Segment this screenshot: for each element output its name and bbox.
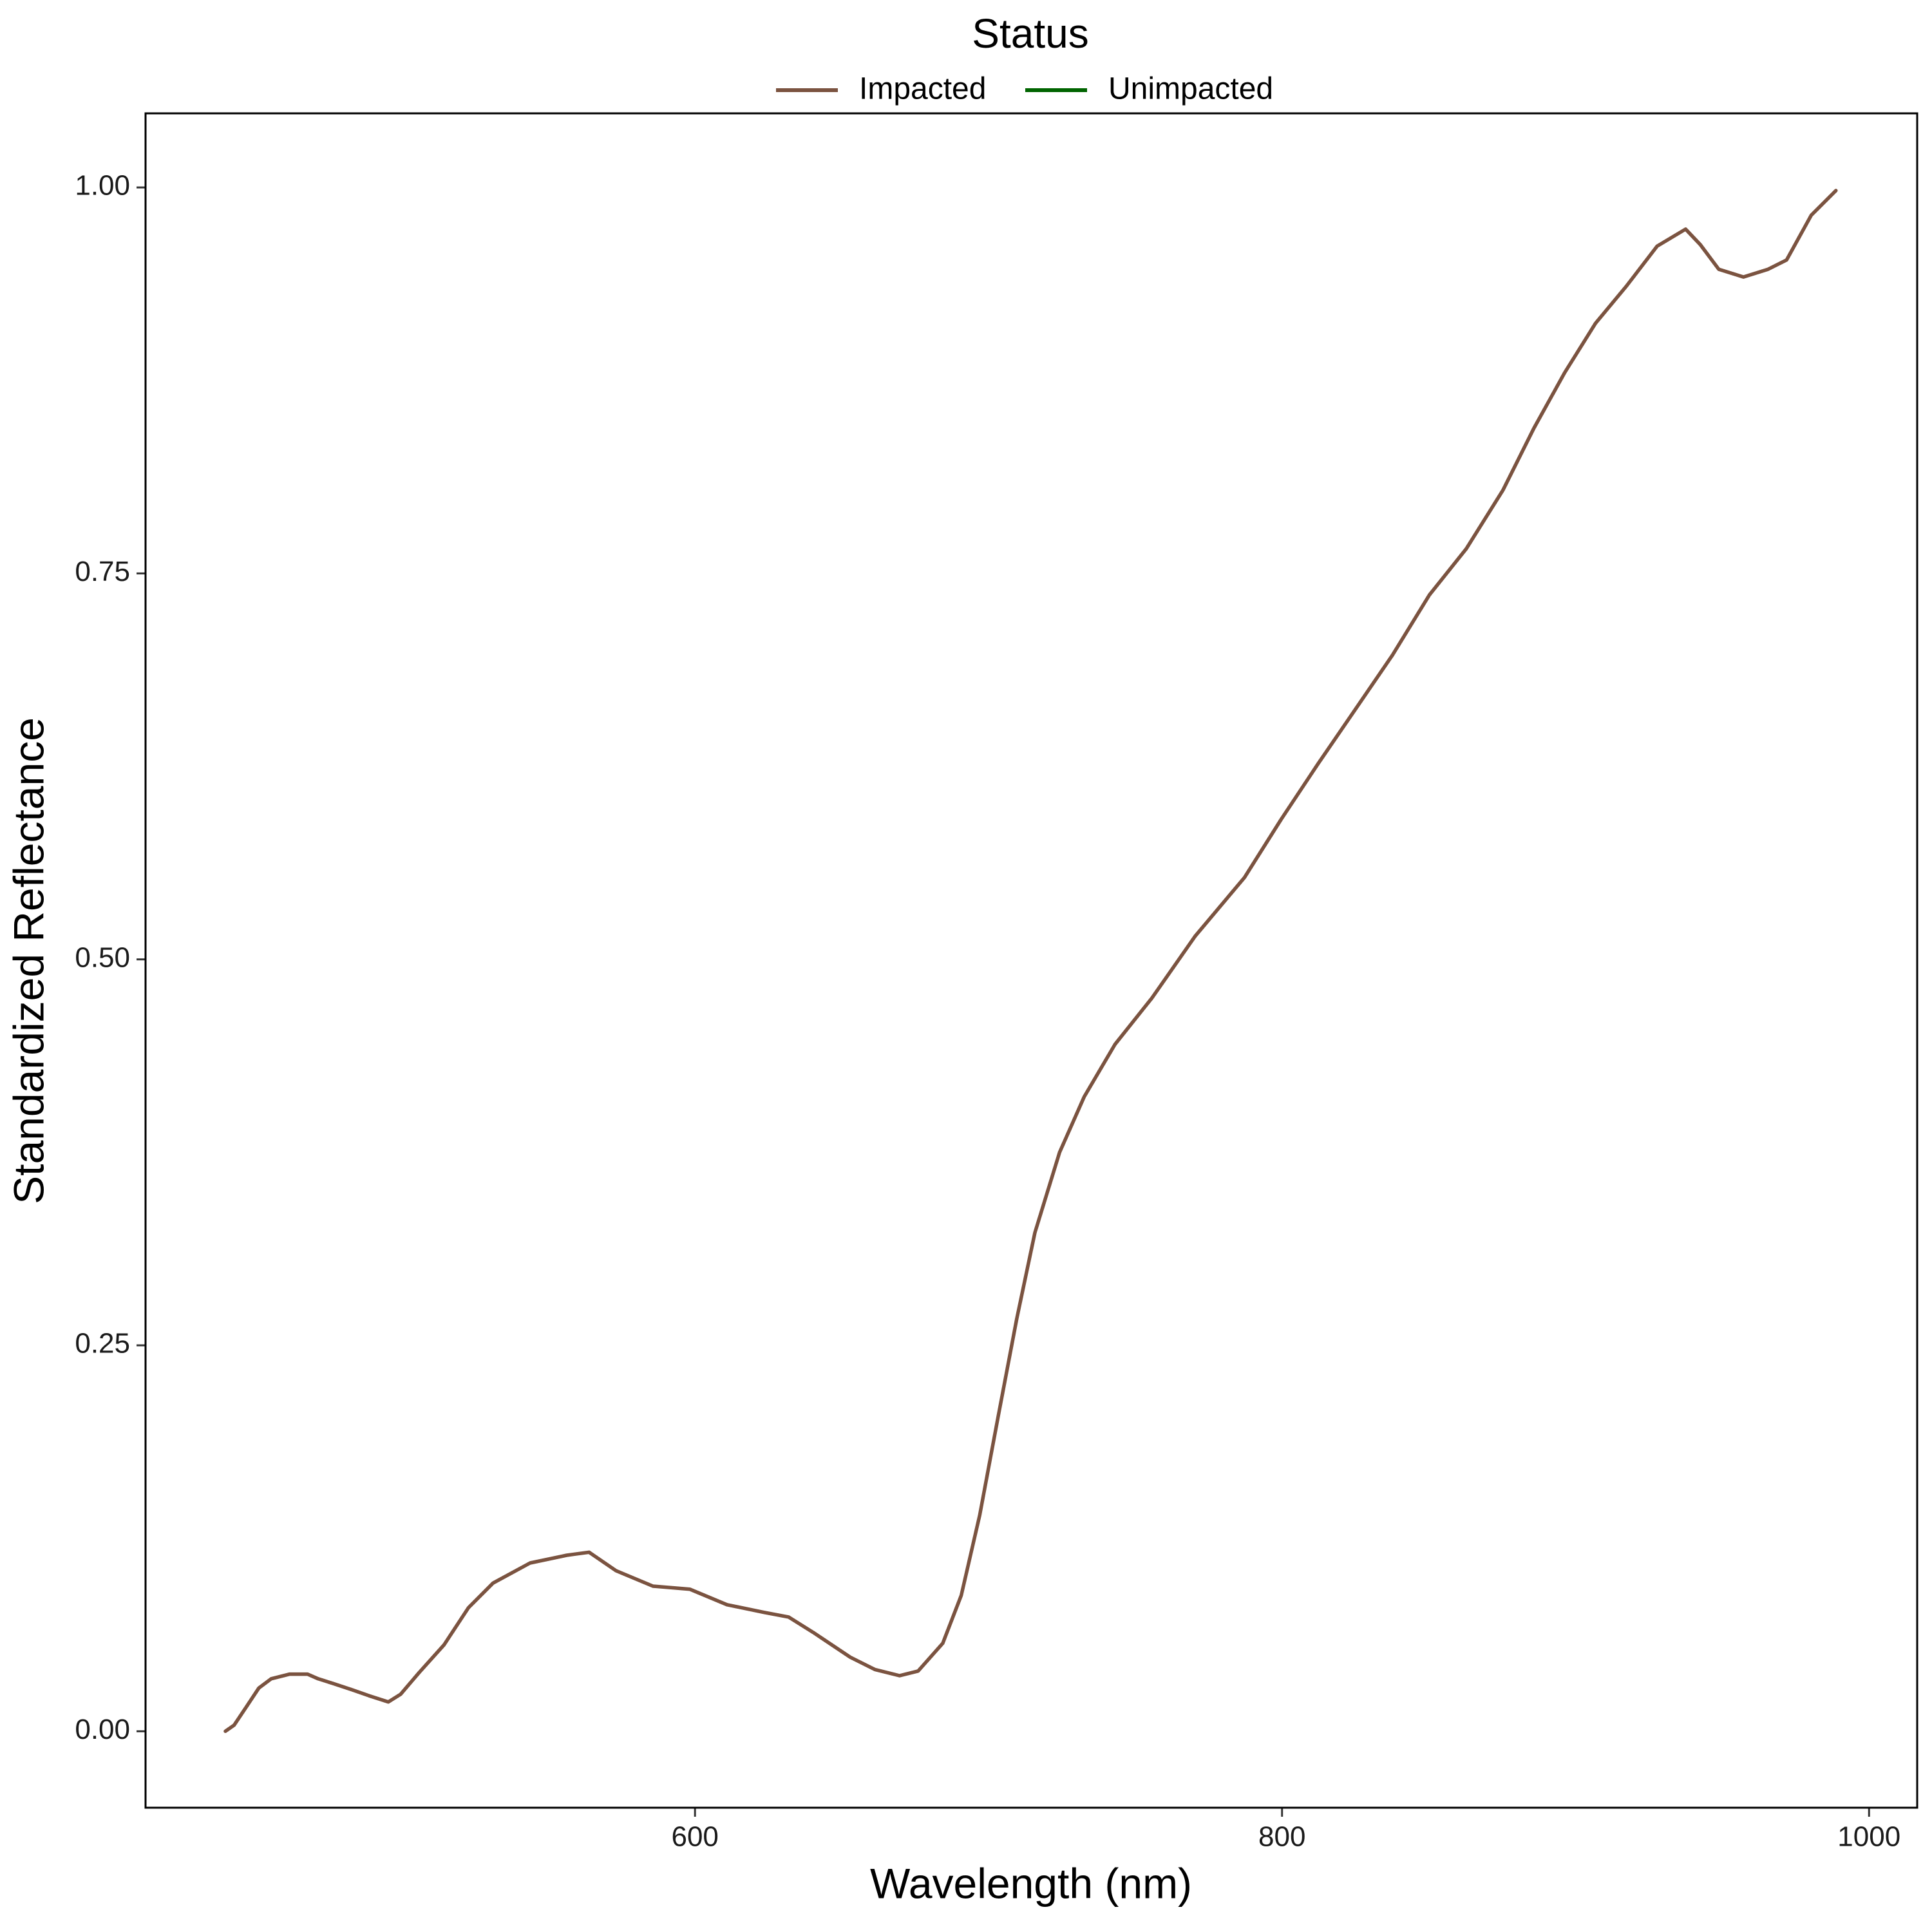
x-tick-label: 800 (1258, 1821, 1305, 1853)
x-tick-label: 600 (671, 1821, 718, 1853)
y-tick-label: 1.00 (75, 170, 130, 202)
legend-title: Status (972, 10, 1088, 57)
legend-label: Unimpacted (1108, 72, 1273, 106)
x-tick-label: 1000 (1837, 1821, 1900, 1853)
y-tick-label: 0.00 (75, 1714, 130, 1745)
y-axis-title: Standardized Reflectance (5, 717, 52, 1204)
plot-frame (144, 112, 1918, 1809)
y-tick-label: 0.75 (75, 556, 130, 587)
y-tick-label: 0.50 (75, 942, 130, 973)
data-line (223, 189, 1838, 1734)
legend-label: Impacted (859, 72, 986, 106)
y-tick-label: 0.25 (75, 1328, 130, 1359)
x-axis-title: Wavelength (nm) (870, 1859, 1192, 1907)
